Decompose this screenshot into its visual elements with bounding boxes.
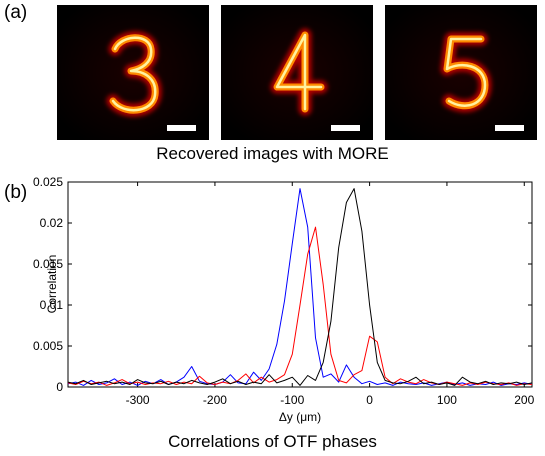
x-tick-label: 200	[514, 393, 534, 407]
recovered-image-digit-4	[221, 5, 373, 140]
x-axis-title: Δy (μm)	[279, 410, 321, 424]
scale-bar	[167, 125, 196, 131]
scale-bar	[331, 125, 360, 131]
y-tick-label: 0.01	[40, 298, 64, 312]
y-axis: 0 0.005 0.01 0.015 0.02 0.025	[33, 175, 532, 394]
plot-area	[67, 181, 533, 388]
y-axis-title: Correlation	[45, 255, 59, 314]
y-tick-label: 0.015	[33, 257, 63, 271]
panel-a-label: (a)	[4, 2, 28, 23]
y-tick-label: 0.005	[33, 339, 63, 353]
y-tick-label: 0.025	[33, 175, 63, 189]
series-line-3	[67, 188, 533, 386]
scale-bar	[495, 125, 524, 131]
correlation-chart: -300 -200 -100 0 100 200 00.0050.010.0150.020…	[33, 175, 535, 424]
series-line-2	[67, 226, 533, 386]
panel-a-caption: Recovered images with MORE	[156, 144, 389, 163]
x-tick-label: -100	[280, 393, 304, 407]
panel-b-label: (b)	[4, 182, 28, 203]
x-axis: -300 -200 -100 0 100 200	[126, 182, 535, 407]
y-tick-label: 0.02	[40, 216, 64, 230]
recovered-image-digit-3	[57, 5, 209, 140]
x-tick-label: -200	[203, 393, 227, 407]
x-tick-label: 100	[437, 393, 457, 407]
x-tick-label: -300	[126, 393, 150, 407]
recovered-image-digit-5	[385, 5, 537, 140]
y-tick-label: 0	[56, 380, 63, 394]
panel-b-caption: Correlations of OTF phases	[168, 432, 377, 451]
series-line-1	[67, 188, 533, 386]
x-tick-label: 0	[366, 393, 373, 407]
series-group	[67, 188, 533, 386]
